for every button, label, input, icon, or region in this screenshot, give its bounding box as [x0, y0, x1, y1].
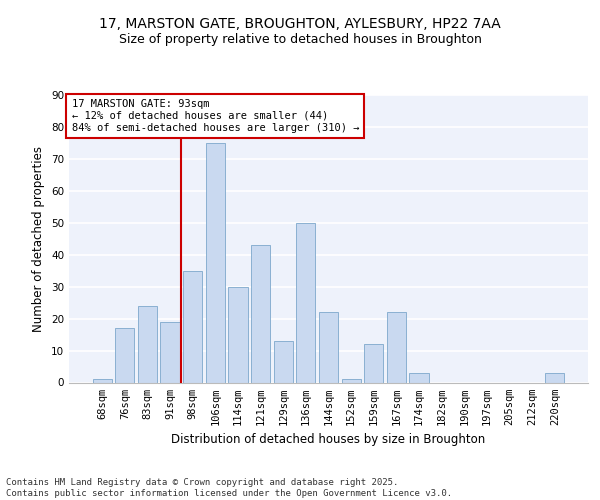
Bar — [115, 328, 134, 382]
Text: 17, MARSTON GATE, BROUGHTON, AYLESBURY, HP22 7AA: 17, MARSTON GATE, BROUGHTON, AYLESBURY, … — [99, 18, 501, 32]
Bar — [364, 344, 383, 383]
Bar — [545, 373, 565, 382]
Bar — [206, 143, 225, 382]
Bar — [229, 286, 248, 382]
Bar — [387, 312, 406, 382]
Bar — [138, 306, 157, 382]
Text: 17 MARSTON GATE: 93sqm
← 12% of detached houses are smaller (44)
84% of semi-det: 17 MARSTON GATE: 93sqm ← 12% of detached… — [71, 100, 359, 132]
Bar — [160, 322, 180, 382]
Bar — [274, 341, 293, 382]
Bar — [319, 312, 338, 382]
Bar — [183, 270, 202, 382]
Text: Size of property relative to detached houses in Broughton: Size of property relative to detached ho… — [119, 32, 481, 46]
Text: Contains HM Land Registry data © Crown copyright and database right 2025.
Contai: Contains HM Land Registry data © Crown c… — [6, 478, 452, 498]
Bar — [409, 373, 428, 382]
Bar — [341, 380, 361, 382]
Y-axis label: Number of detached properties: Number of detached properties — [32, 146, 46, 332]
X-axis label: Distribution of detached houses by size in Broughton: Distribution of detached houses by size … — [172, 433, 485, 446]
Bar — [251, 245, 270, 382]
Bar — [92, 380, 112, 382]
Bar — [296, 223, 316, 382]
